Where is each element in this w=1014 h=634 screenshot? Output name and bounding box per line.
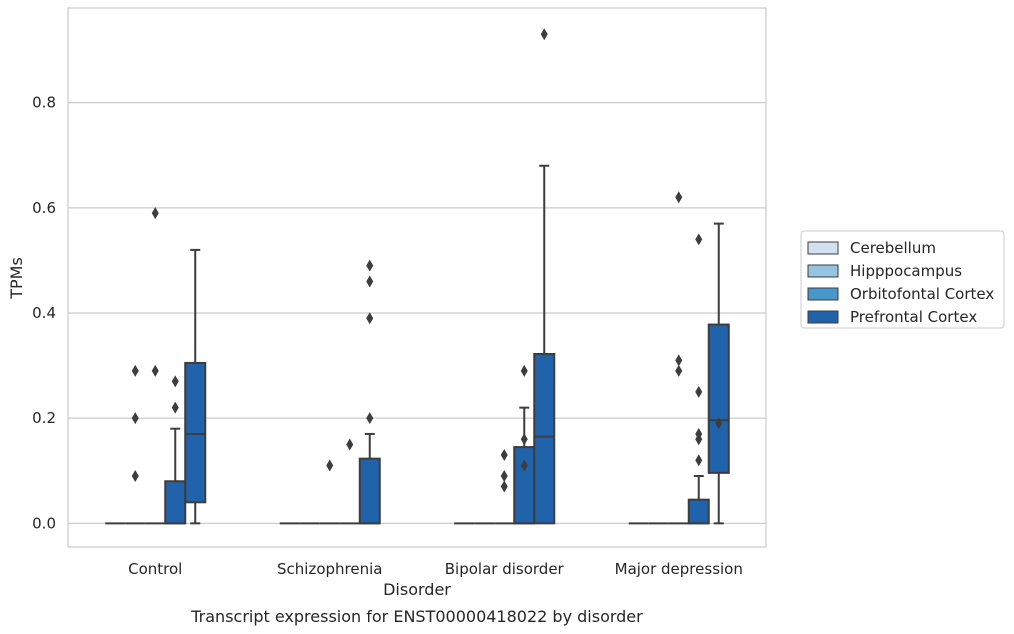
- legend: Cerebellum Hipppocampus Orbitofontal Corte…: [800, 230, 1005, 329]
- chart-caption: Transcript expression for ENST0000041802…: [190, 607, 643, 626]
- box: [707, 323, 730, 474]
- x-tick-label: Schizophrenia: [277, 560, 382, 578]
- box-group: [707, 222, 730, 525]
- box-group: [319, 459, 340, 525]
- box-group: [513, 364, 536, 525]
- y-tick-label: 0.0: [32, 514, 56, 532]
- outlier-point: [520, 364, 528, 377]
- outlier-point: [326, 459, 334, 472]
- legend-swatch: [807, 241, 839, 255]
- outlier-point: [695, 454, 703, 467]
- outlier-point: [500, 470, 508, 483]
- box-group: [687, 233, 710, 525]
- outlier-point: [715, 417, 723, 430]
- box-group: [668, 191, 689, 525]
- outlier-point: [131, 364, 139, 377]
- outlier-point: [346, 438, 354, 451]
- plot-frame: [67, 7, 767, 548]
- plot-area: [68, 8, 766, 547]
- box: [184, 361, 207, 504]
- outlier-point: [171, 401, 179, 414]
- x-tick-label: Major depression: [615, 560, 743, 578]
- box: [513, 446, 536, 525]
- outlier-point: [366, 312, 374, 325]
- y-axis-label: TPMs: [7, 257, 26, 300]
- box-group: [533, 28, 556, 525]
- box-group: [358, 259, 381, 525]
- outlier-point: [171, 375, 179, 388]
- x-axis-label: Disorder: [383, 580, 451, 599]
- y-tick-label: 0.4: [32, 304, 56, 322]
- box-group: [125, 364, 146, 525]
- box-group: [339, 438, 360, 525]
- x-tick-label: Control: [128, 560, 182, 578]
- x-axis-ticks: Control Schizophrenia Bipolar disorder Majo…: [128, 560, 743, 578]
- outlier-point: [520, 459, 528, 472]
- legend-swatch: [807, 264, 839, 278]
- outlier-point: [675, 354, 683, 367]
- box: [533, 353, 556, 525]
- outlier-point: [131, 470, 139, 483]
- outlier-point: [695, 385, 703, 398]
- box: [358, 457, 381, 525]
- outlier-point: [675, 191, 683, 204]
- legend-label: Hipppocampus: [850, 262, 962, 280]
- outlier-point: [366, 275, 374, 288]
- outlier-point: [520, 433, 528, 446]
- legend-label: Cerebellum: [850, 239, 936, 257]
- box: [687, 498, 710, 525]
- outlier-point: [675, 364, 683, 377]
- outlier-point: [695, 233, 703, 246]
- outlier-point: [500, 480, 508, 493]
- y-tick-label: 0.8: [32, 94, 56, 112]
- y-tick-label: 0.6: [32, 199, 56, 217]
- outlier-point: [540, 28, 548, 41]
- y-tick-label: 0.2: [32, 409, 56, 427]
- outlier-point: [366, 412, 374, 425]
- box-group: [494, 448, 515, 525]
- outlier-point: [366, 259, 374, 272]
- outlier-point: [500, 448, 508, 461]
- box-marks: [105, 28, 730, 525]
- box-group: [184, 248, 207, 525]
- legend-swatch: [807, 310, 839, 324]
- box: [164, 480, 187, 525]
- y-axis-ticks: 0.0 0.2 0.4 0.6 0.8: [32, 94, 56, 533]
- legend-label: Prefrontal Cortex: [850, 308, 977, 326]
- x-tick-label: Bipolar disorder: [445, 560, 565, 578]
- outlier-point: [151, 207, 159, 220]
- outlier-point: [131, 412, 139, 425]
- legend-swatch: [807, 287, 839, 301]
- box-group: [145, 207, 166, 525]
- legend-frame: [800, 230, 1005, 329]
- outlier-point: [151, 364, 159, 377]
- outlier-point: [695, 427, 703, 440]
- legend-label: Orbitofontal Cortex: [850, 285, 994, 303]
